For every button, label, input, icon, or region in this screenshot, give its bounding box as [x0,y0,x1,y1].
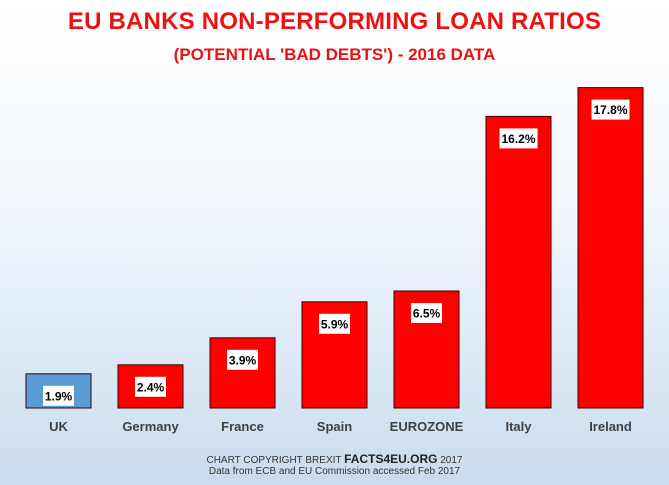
data-label-box-eurozone [411,303,442,323]
data-source-note: Data from ECB and EU Commission accessed… [208,466,461,477]
data-label-eurozone: 6.5% [413,307,441,321]
data-label-uk: 1.9% [45,389,73,403]
data-label-box-germany [135,376,166,397]
bar-ireland [577,87,644,409]
bar-italy [485,115,552,409]
x-tick-italy: Italy [505,419,532,434]
data-label-box-uk [43,385,74,406]
data-label-box-ireland [591,99,630,120]
chart-subtitle: (POTENTIAL 'BAD DEBTS') - 2016 DATA [173,45,496,64]
data-label-box-italy [499,128,538,149]
copyright-prefix: CHART COPYRIGHT BREXIT [206,455,345,466]
data-label-box-spain [319,313,350,334]
x-tick-eurozone: EUROZONE [390,419,464,434]
data-labels-group: 1.9% 2.4% 3.9% 5.9% 6.5% 16.2% 17.8% [43,99,630,406]
x-tick-ireland: Ireland [589,419,632,434]
copyright-notice: CHART COPYRIGHT BREXIT FACTS4EU.ORG 2017 [0,452,669,466]
x-tick-spain: Spain [317,419,352,434]
bar-germany [117,364,184,409]
chart-title: EU BANKS NON-PERFORMING LOAN RATIOS [67,8,602,35]
x-tick-germany: Germany [122,419,179,434]
data-label-ireland: 17.8% [593,103,627,117]
x-tick-labels-group: UK Germany France Spain EUROZONE Italy Ireland [49,419,632,434]
bar-france [209,337,276,409]
bars-group [25,87,644,409]
data-label-box-france [227,349,258,370]
x-tick-france: France [221,419,264,434]
data-label-france: 3.9% [229,353,257,367]
copyright-suffix: 2017 [437,455,463,466]
data-label-spain: 5.9% [321,317,349,331]
copyright-brand: FACTS4EU.ORG [344,452,438,466]
x-tick-uk: UK [49,419,68,434]
data-label-italy: 16.2% [501,132,535,146]
data-label-germany: 2.4% [137,380,165,394]
